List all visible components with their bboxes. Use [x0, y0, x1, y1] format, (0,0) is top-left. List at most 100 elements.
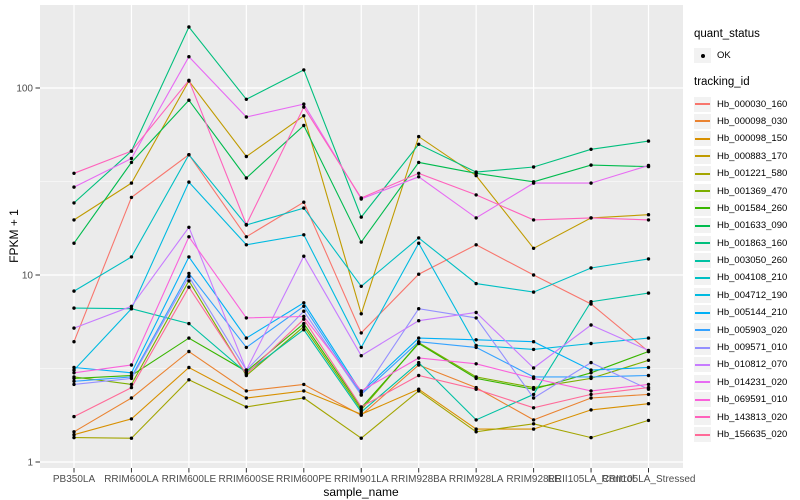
series-line-icon [695, 120, 710, 123]
data-point [302, 123, 306, 128]
data-point [417, 160, 421, 165]
data-point [589, 371, 593, 375]
x-tick-label: RRIM600SE [219, 474, 275, 485]
data-point [359, 312, 363, 316]
data-point [187, 271, 191, 276]
data-point [72, 241, 76, 245]
x-axis-title: sample_name [323, 485, 399, 499]
legend-key-box [694, 148, 711, 164]
legend-key-box [694, 357, 711, 373]
data-point [187, 336, 191, 340]
data-point [244, 368, 249, 372]
data-point [72, 218, 76, 222]
legend-item: Hb_009571_010 [694, 339, 800, 356]
data-point [72, 340, 76, 344]
x-tick-label: RRIM928LA [449, 474, 504, 485]
data-point [129, 385, 134, 390]
data-point [302, 309, 306, 313]
legend-item-label: Hb_001863_160 [717, 237, 788, 249]
data-point [129, 307, 134, 311]
data-point [474, 387, 478, 391]
data-point [646, 402, 651, 406]
data-point [359, 215, 363, 219]
legend-key-box [694, 270, 711, 286]
data-point [531, 165, 536, 169]
legend-key-box [694, 322, 711, 338]
data-point [589, 147, 593, 151]
legend-item-list: Hb_000030_160 Hb_000098_030 Hb_000098_150 H… [694, 95, 800, 443]
data-point [72, 185, 76, 189]
y-tick-label: 100 [16, 84, 33, 95]
series-line-icon [695, 242, 710, 245]
data-point [302, 317, 306, 321]
data-point [187, 285, 191, 289]
legend-key-box [694, 131, 711, 147]
data-point [187, 25, 191, 29]
legend-item-label: Hb_001369_470 [717, 185, 788, 197]
legend-item: Hb_003050_260 [694, 252, 800, 269]
data-point [302, 200, 306, 204]
legend-item-label: Hb_143813_020 [717, 411, 788, 423]
data-point [589, 181, 593, 185]
legend-key-box [694, 218, 711, 234]
data-point [72, 326, 76, 330]
data-point [72, 368, 76, 372]
data-point [244, 389, 249, 393]
data-point [646, 257, 651, 261]
data-point [646, 336, 651, 340]
data-point [646, 218, 651, 222]
legend-item: Hb_005144_210 [694, 304, 800, 321]
data-point [302, 102, 306, 106]
data-point [589, 389, 593, 393]
x-tick-label: RRIM600PE [276, 474, 332, 485]
data-point [129, 382, 134, 387]
data-point [417, 360, 421, 365]
data-point [359, 345, 363, 350]
data-point [302, 254, 306, 258]
data-point [474, 243, 478, 247]
legend-key-box [694, 253, 711, 269]
data-point [417, 175, 421, 179]
legend-item-label: Hb_003050_260 [717, 255, 788, 267]
series-line-icon [695, 137, 710, 140]
series-line-icon [695, 276, 710, 279]
data-point [589, 216, 593, 220]
series-line-icon [695, 224, 710, 227]
series-line-icon [695, 363, 710, 366]
data-point [72, 435, 76, 440]
data-point [72, 171, 76, 175]
legend-item: Hb_000098_030 [694, 113, 800, 130]
legend: quant_status OK tracking_id Hb_000030_16… [694, 28, 800, 443]
data-point [244, 345, 249, 350]
legend-item: Hb_000030_160 [694, 95, 800, 112]
legend-item: Hb_156635_020 [694, 426, 800, 443]
data-point [72, 379, 76, 383]
data-point [187, 235, 191, 239]
data-point [187, 55, 191, 59]
data-point [531, 347, 536, 352]
data-point [531, 273, 536, 277]
legend-item: Hb_010812_070 [694, 356, 800, 373]
data-point [646, 291, 651, 295]
legend-key-box [694, 340, 711, 356]
legend-item: Hb_004712_190 [694, 287, 800, 304]
legend-item: Hb_001633_090 [694, 217, 800, 234]
legend-item-ok: OK [694, 47, 800, 64]
data-point [72, 382, 76, 387]
data-point [531, 392, 536, 397]
data-point [531, 387, 536, 391]
data-point [359, 405, 363, 409]
data-point [129, 436, 134, 440]
data-point [72, 201, 76, 205]
data-point [359, 354, 363, 358]
legend-item: Hb_004108_210 [694, 269, 800, 286]
data-point [589, 435, 593, 440]
legend-item-label: Hb_014231_020 [717, 376, 788, 388]
data-point [417, 241, 421, 245]
x-tick-label: RRIM928BA [391, 474, 447, 485]
data-point [531, 396, 536, 400]
data-point [474, 310, 478, 315]
legend-item-label: Hb_004108_210 [717, 272, 788, 284]
